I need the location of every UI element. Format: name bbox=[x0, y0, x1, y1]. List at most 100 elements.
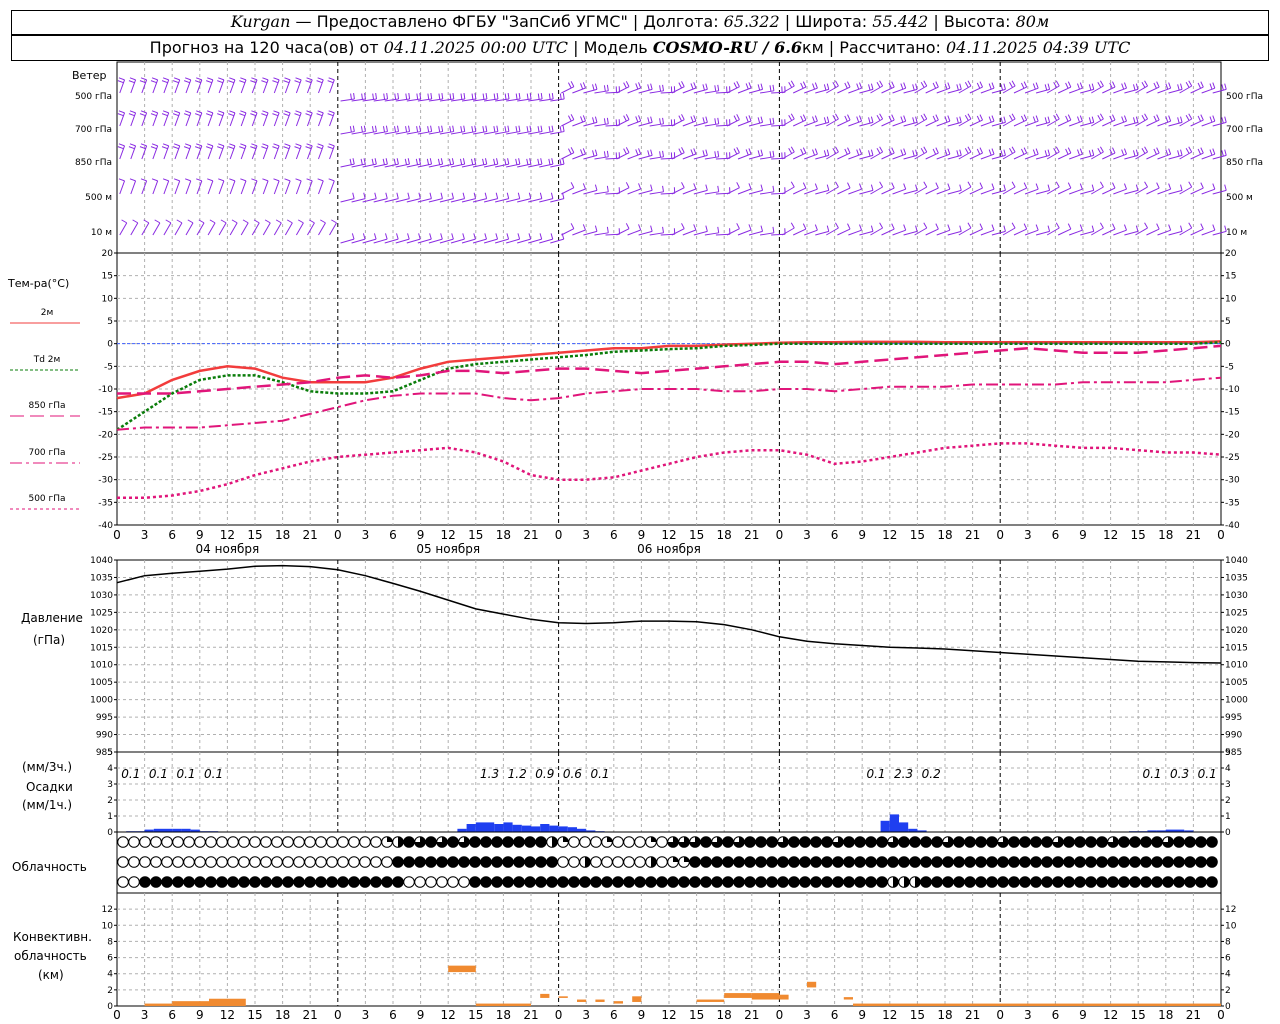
cloud-cover-symbol bbox=[458, 856, 470, 868]
cloud-cover-symbol bbox=[1096, 856, 1108, 868]
cloud-cover-symbol bbox=[1008, 856, 1020, 868]
wind-barb-feather bbox=[678, 148, 683, 155]
wind-barb-feather bbox=[441, 125, 444, 132]
wind-barb-feather bbox=[1180, 225, 1183, 232]
cloud-cover-symbol bbox=[623, 836, 635, 848]
wind-barb-feather bbox=[912, 150, 915, 157]
wind-barb-feather bbox=[790, 146, 795, 153]
time-tick-label: 9 bbox=[858, 528, 866, 542]
wind-barb bbox=[781, 186, 795, 195]
wind-barb bbox=[539, 98, 554, 102]
wind-barb-feather bbox=[484, 233, 487, 240]
wind-barb bbox=[748, 121, 763, 127]
wind-barb-feather bbox=[976, 148, 981, 155]
wind-barb-feather bbox=[567, 115, 572, 122]
cloud-cover-symbol bbox=[491, 876, 503, 888]
temp-title: Тем-ра(°C) bbox=[7, 277, 69, 290]
cloud-cover-symbol bbox=[689, 856, 701, 868]
wind-barb-feather bbox=[1023, 182, 1028, 189]
wind-barb-feather bbox=[959, 184, 962, 191]
wind-barb bbox=[826, 227, 839, 236]
temp-series-4 bbox=[117, 442, 1222, 500]
cloud-cover-symbol bbox=[1008, 836, 1020, 848]
wind-barb bbox=[594, 191, 609, 195]
cloud-cover-fill bbox=[667, 836, 679, 848]
wind-barb-feather bbox=[1177, 117, 1180, 124]
wind-barb-feather bbox=[275, 219, 282, 224]
wind-barb bbox=[1080, 88, 1094, 94]
wind-barb-feather bbox=[693, 224, 697, 231]
wind-barb bbox=[450, 131, 465, 135]
wind-barb-feather bbox=[891, 182, 895, 189]
wind-barb-feather bbox=[151, 143, 158, 147]
wind-barb-feather bbox=[559, 126, 562, 133]
wind-barb-feather bbox=[140, 178, 147, 182]
wind-barb-feather bbox=[1011, 181, 1016, 188]
temp-ytick-label-left: 15 bbox=[102, 272, 113, 282]
cloud-cover-symbol bbox=[1063, 836, 1075, 848]
wind-barb-feather bbox=[991, 115, 995, 122]
cloud-cover-symbol bbox=[403, 856, 415, 868]
wind-barb-feather bbox=[733, 82, 738, 89]
wind-barb bbox=[1190, 119, 1204, 127]
wind-barb-feather bbox=[496, 125, 499, 132]
wind-barb-feather bbox=[847, 223, 851, 230]
wind-barb bbox=[130, 180, 137, 195]
wind-barb bbox=[991, 154, 1006, 160]
wind-barb-feather bbox=[1044, 150, 1048, 157]
wind-barb-feather bbox=[451, 233, 454, 240]
wind-barb-feather bbox=[473, 158, 477, 165]
wind-barb-feather bbox=[150, 146, 157, 150]
pressure-ytick-label-right: 1020 bbox=[1225, 626, 1248, 636]
wind-barb-feather bbox=[459, 158, 463, 165]
wind-barb-feather bbox=[647, 150, 650, 157]
cloud-cover-symbol bbox=[392, 856, 404, 868]
wind-barb-feather bbox=[879, 80, 884, 87]
cloud-cover-symbol bbox=[700, 836, 712, 848]
wind-barb-feather bbox=[194, 113, 201, 117]
wind-barb-feather bbox=[1009, 82, 1013, 88]
cloud-cover-symbol bbox=[865, 876, 877, 888]
wind-barb bbox=[329, 145, 335, 160]
wind-barb-feather bbox=[1165, 83, 1169, 90]
wind-barb-feather bbox=[1047, 116, 1051, 123]
wind-barb bbox=[528, 198, 542, 203]
wind-barb-feather bbox=[352, 192, 355, 199]
wind-barb-feather bbox=[550, 192, 554, 199]
wind-barb-feather bbox=[551, 125, 554, 132]
wind-barb-feather bbox=[551, 93, 554, 100]
wind-barb-feather bbox=[407, 192, 410, 199]
wind-barb-feather bbox=[1177, 84, 1180, 91]
wind-barb bbox=[1091, 151, 1104, 160]
wind-barb-feather bbox=[760, 225, 764, 232]
cloud-cover-symbol bbox=[249, 876, 261, 888]
wind-barb bbox=[572, 229, 586, 236]
wind-barb bbox=[671, 187, 685, 195]
wind-barb-feather bbox=[251, 77, 258, 81]
wind-barb bbox=[649, 90, 664, 94]
wind-barb bbox=[1080, 189, 1094, 195]
cloud-cover-symbol bbox=[337, 856, 349, 868]
wind-barb-feather bbox=[493, 158, 496, 165]
wind-barb bbox=[760, 191, 774, 195]
wind-barb bbox=[362, 238, 377, 244]
wind-barb-feather bbox=[662, 226, 665, 233]
cloud-cover-symbol bbox=[876, 856, 888, 868]
wind-barb-feather bbox=[1141, 148, 1146, 154]
wind-barb bbox=[384, 198, 399, 203]
wind-barb-feather bbox=[935, 81, 939, 88]
wind-barb bbox=[925, 187, 939, 195]
time-tick-label-bottom: 6 bbox=[831, 1008, 839, 1022]
wind-barb bbox=[340, 98, 355, 102]
time-tick-label: 21 bbox=[1186, 528, 1201, 542]
precip-bar bbox=[512, 824, 522, 832]
wind-barb-feather bbox=[757, 150, 761, 157]
wind-barb bbox=[781, 227, 795, 236]
time-tick-label-bottom: 18 bbox=[1158, 1008, 1173, 1022]
wind-barb-feather bbox=[638, 82, 642, 89]
wind-barb-feather bbox=[923, 146, 928, 153]
cloud-cover-symbol bbox=[502, 856, 514, 868]
cloud-cover-symbol bbox=[1206, 836, 1218, 848]
wind-barb-feather bbox=[868, 150, 871, 157]
precip-bar bbox=[181, 828, 191, 832]
